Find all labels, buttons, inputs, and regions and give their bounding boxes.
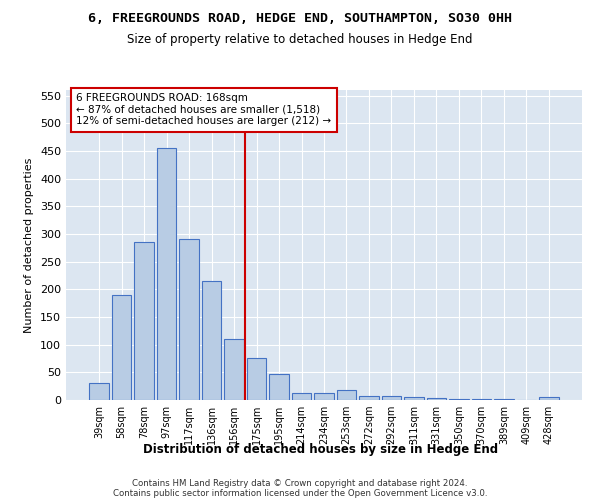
Text: Contains HM Land Registry data © Crown copyright and database right 2024.: Contains HM Land Registry data © Crown c… xyxy=(132,478,468,488)
Text: Contains public sector information licensed under the Open Government Licence v3: Contains public sector information licen… xyxy=(113,488,487,498)
Bar xyxy=(202,281,221,400)
Bar xyxy=(292,394,311,400)
Bar xyxy=(134,242,154,400)
Bar xyxy=(359,396,379,400)
Bar xyxy=(89,384,109,400)
Bar xyxy=(224,339,244,400)
Text: Size of property relative to detached houses in Hedge End: Size of property relative to detached ho… xyxy=(127,32,473,46)
Bar xyxy=(247,358,266,400)
Bar xyxy=(314,394,334,400)
Bar xyxy=(179,240,199,400)
Text: 6 FREEGROUNDS ROAD: 168sqm
← 87% of detached houses are smaller (1,518)
12% of s: 6 FREEGROUNDS ROAD: 168sqm ← 87% of deta… xyxy=(76,93,331,126)
Text: Distribution of detached houses by size in Hedge End: Distribution of detached houses by size … xyxy=(143,442,499,456)
Bar xyxy=(404,397,424,400)
Bar xyxy=(269,374,289,400)
Bar xyxy=(382,396,401,400)
Bar xyxy=(157,148,176,400)
Text: 6, FREEGROUNDS ROAD, HEDGE END, SOUTHAMPTON, SO30 0HH: 6, FREEGROUNDS ROAD, HEDGE END, SOUTHAMP… xyxy=(88,12,512,26)
Bar xyxy=(112,295,131,400)
Bar xyxy=(449,399,469,400)
Y-axis label: Number of detached properties: Number of detached properties xyxy=(25,158,34,332)
Bar xyxy=(539,397,559,400)
Bar xyxy=(337,390,356,400)
Bar xyxy=(427,398,446,400)
